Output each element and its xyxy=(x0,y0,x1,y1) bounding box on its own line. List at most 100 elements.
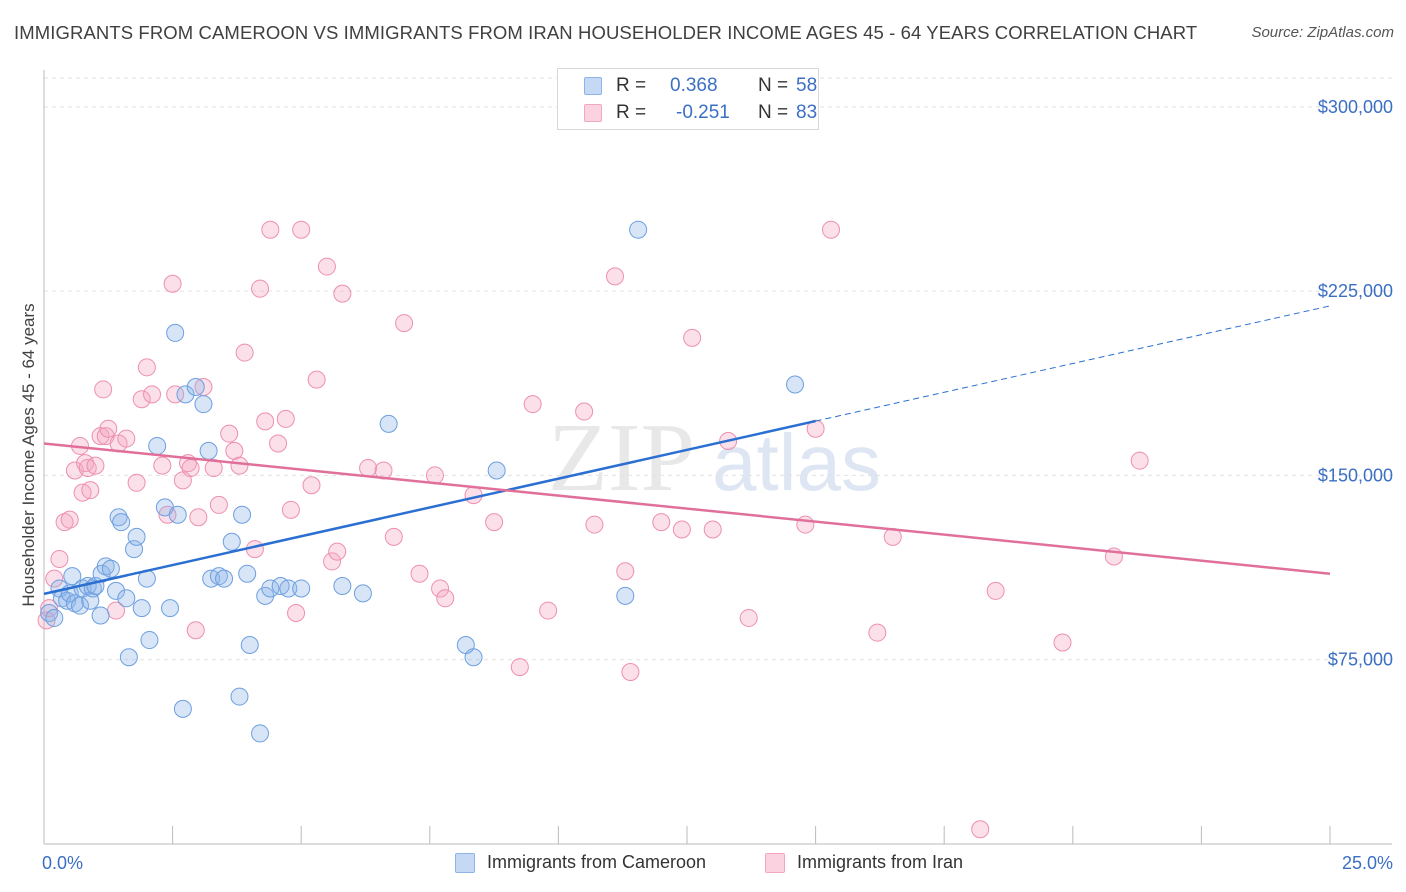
cameroon-point xyxy=(140,631,159,650)
iran-point xyxy=(163,274,182,293)
cameroon-point xyxy=(112,513,131,532)
cameroon-point xyxy=(117,589,136,608)
iran-point xyxy=(76,454,95,473)
iran-point xyxy=(251,279,270,298)
iran-point xyxy=(45,569,64,588)
iran-point xyxy=(523,395,542,414)
watermark-atlas: atlas xyxy=(712,418,881,507)
iran-point xyxy=(143,385,162,404)
iran-point xyxy=(796,515,815,534)
cameroon-point xyxy=(240,635,259,654)
legend-r-label-iran: R = xyxy=(616,102,647,123)
iran-point xyxy=(60,510,79,529)
cameroon-point xyxy=(251,724,270,743)
cameroon-point xyxy=(176,385,195,404)
cameroon-point xyxy=(119,648,138,667)
cameroon-point xyxy=(40,604,59,623)
cameroon-point xyxy=(487,461,506,480)
iran-point xyxy=(292,220,311,239)
iran-point xyxy=(302,476,321,495)
cameroon-point xyxy=(456,635,475,654)
cameroon-point xyxy=(333,577,352,595)
cameroon-trend-extension xyxy=(815,305,1331,422)
legend-n-value-iran: 83 xyxy=(796,102,818,123)
cameroon-point xyxy=(261,579,280,598)
cameroon-point xyxy=(127,527,146,546)
iran-point xyxy=(822,220,841,239)
iran-point xyxy=(50,549,69,568)
iran-point xyxy=(209,495,228,514)
cameroon-point xyxy=(629,220,648,239)
iran-point xyxy=(539,601,558,620)
iran-point xyxy=(739,608,758,627)
cameroon-point xyxy=(63,567,82,586)
iran-point xyxy=(220,424,239,443)
iran-point xyxy=(99,419,118,438)
iran-point xyxy=(971,820,990,839)
cameroon-point xyxy=(215,569,234,588)
iran-point xyxy=(127,473,146,492)
cameroon-point xyxy=(194,395,213,414)
legend-n-label-iran: N = xyxy=(758,102,789,123)
iran-point xyxy=(137,358,156,377)
iran-point xyxy=(55,513,74,532)
legend-n-value-cameroon: 58 xyxy=(796,75,818,96)
iran-point xyxy=(189,508,208,527)
bottom-legend-swatch-iran xyxy=(765,853,785,873)
cameroon-point xyxy=(71,596,90,615)
y-tick-label: $300,000 xyxy=(1318,97,1393,117)
cameroon-point xyxy=(238,564,257,583)
cameroon-point xyxy=(168,505,187,524)
iran-point xyxy=(117,429,136,448)
cameroon-point xyxy=(148,436,167,455)
iran-point xyxy=(287,604,306,623)
cameroon-point xyxy=(65,594,84,613)
iran-trend-line xyxy=(43,442,1331,575)
iran-point xyxy=(328,542,347,561)
iran-point xyxy=(575,402,594,421)
cameroon-point xyxy=(107,581,126,600)
cameroon-point xyxy=(109,508,128,527)
cameroon-trend-line xyxy=(43,419,816,596)
iran-point xyxy=(621,663,640,681)
cameroon-point xyxy=(222,532,241,551)
iran-point xyxy=(1053,633,1072,652)
iran-point xyxy=(986,581,1005,600)
y-tick-label: $75,000 xyxy=(1328,650,1393,670)
iran-point xyxy=(94,380,113,399)
cameroon-point xyxy=(96,557,115,576)
iran-point xyxy=(436,589,455,608)
iran-point xyxy=(1130,451,1149,470)
legend-r-value-iran: -0.251 xyxy=(676,102,730,123)
legend-r-value-cameroon: 0.368 xyxy=(670,75,718,96)
cameroon-point xyxy=(786,375,805,394)
iran-point xyxy=(683,328,702,347)
cameroon-point xyxy=(101,559,120,578)
iran-point xyxy=(81,481,100,500)
iran-point xyxy=(485,513,504,532)
iran-point xyxy=(672,520,691,539)
cameroon-point xyxy=(353,584,372,603)
iran-point xyxy=(235,343,254,362)
bottom-legend-swatch-cameroon xyxy=(455,853,475,873)
y-tick-label: $150,000 xyxy=(1318,465,1393,485)
iran-point xyxy=(510,658,529,677)
iran-point xyxy=(384,527,403,546)
cameroon-point xyxy=(209,567,228,586)
iran-point xyxy=(276,409,295,428)
iran-point xyxy=(91,427,110,446)
iran-point xyxy=(158,505,177,524)
iran-point xyxy=(256,412,275,431)
legend-swatch-cameroon xyxy=(584,77,602,95)
iran-point xyxy=(806,419,825,438)
cameroon-point xyxy=(186,377,205,396)
y-axis-title: Householder Income Ages 45 - 64 years xyxy=(19,303,38,606)
x-tick-label-max: 25.0% xyxy=(1342,853,1393,873)
cameroon-point xyxy=(292,579,311,598)
iran-point xyxy=(605,267,624,286)
cameroon-point xyxy=(161,599,180,618)
iran-point xyxy=(359,459,378,478)
iran-point xyxy=(323,552,342,571)
cameroon-point xyxy=(173,699,192,718)
